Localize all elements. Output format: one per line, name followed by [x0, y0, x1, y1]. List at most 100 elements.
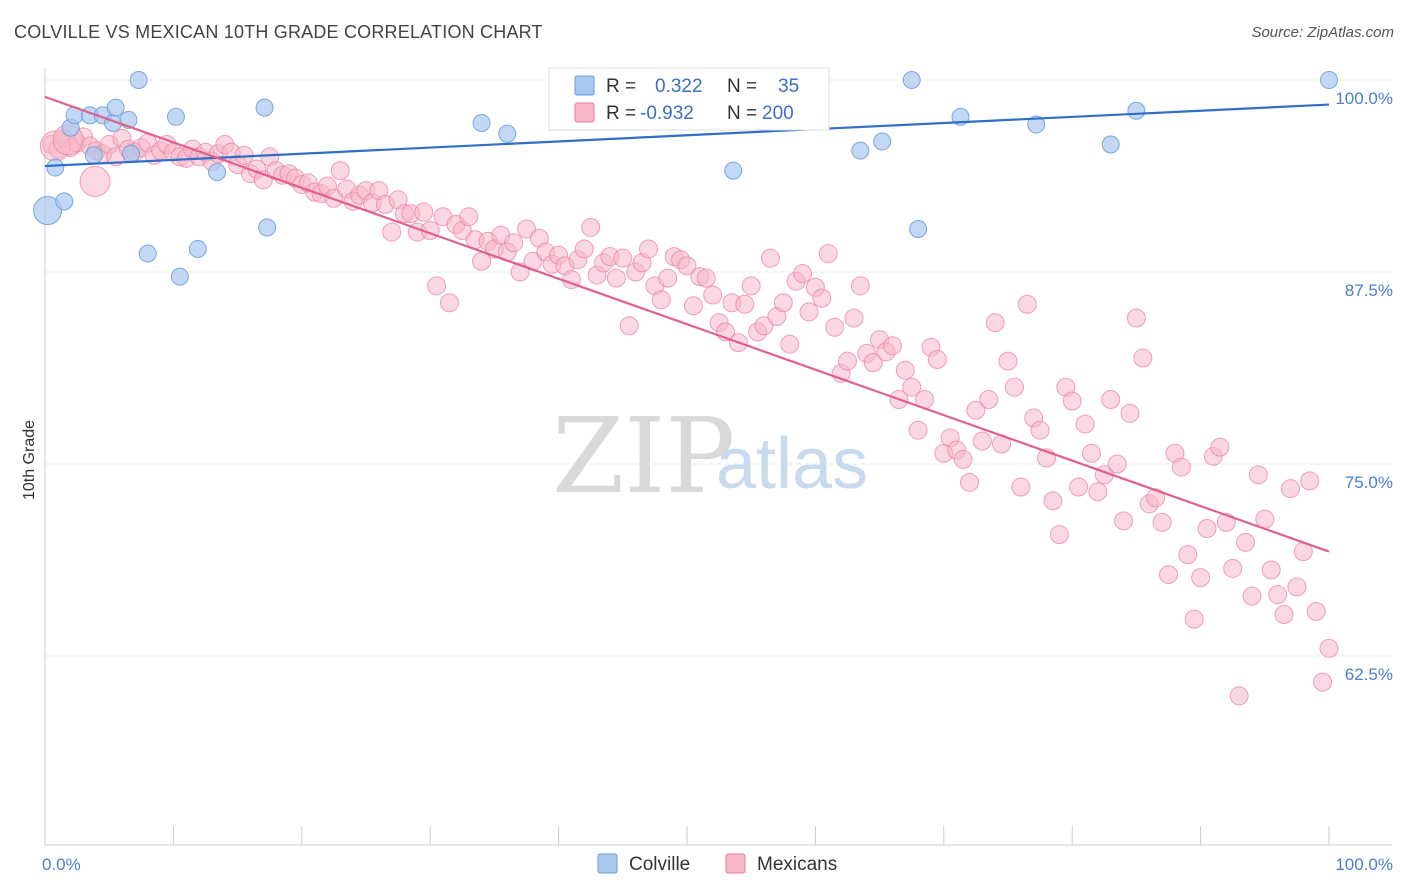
mexicans-point	[863, 353, 883, 373]
mexicans-point	[1126, 308, 1146, 328]
colville-point	[170, 267, 189, 286]
bottom-legend-swatch-colville	[597, 853, 618, 874]
mexicans-point	[793, 264, 813, 284]
mexicans-point	[1062, 391, 1082, 411]
mexicans-point	[1280, 479, 1300, 499]
series-mexicans	[39, 124, 1339, 706]
trend-lines	[44, 95, 1330, 553]
mexicans-point	[760, 248, 780, 268]
mexicans-point	[459, 207, 479, 227]
watermark: ZIP atlas	[552, 395, 868, 517]
mexicans-point	[330, 161, 350, 181]
colville-point	[46, 158, 65, 177]
y-tick-labels: 100.0% 87.5% 75.0% 62.5%	[1335, 89, 1393, 684]
colville-point	[84, 146, 103, 165]
watermark-atlas: atlas	[716, 424, 868, 504]
legend-n-value-mexicans: 200	[762, 103, 794, 124]
mexicans-point	[638, 239, 658, 259]
mexicans-point	[703, 285, 723, 305]
mexicans-point	[439, 293, 459, 313]
mexicans-point	[1313, 672, 1333, 692]
mexicans-point	[619, 316, 639, 336]
colville-point	[106, 98, 125, 117]
mexicans-point	[735, 294, 755, 314]
legend-r-value-colville: 0.322	[655, 76, 703, 97]
axes	[44, 68, 1392, 846]
y-tick-label: 75.0%	[1345, 473, 1393, 492]
legend-swatch-mexicans	[574, 102, 595, 123]
legend-r-label-colville: R =	[606, 76, 636, 97]
y-tick-label: 87.5%	[1345, 281, 1393, 300]
colville-point	[33, 196, 63, 226]
mexicans-point	[1069, 477, 1089, 497]
mexicans-point	[799, 302, 819, 322]
mexicans-point	[1242, 586, 1262, 606]
mexicans-point	[985, 313, 1005, 333]
colville-point	[208, 163, 227, 182]
mexicans-point	[427, 276, 447, 296]
mexicans-point	[902, 377, 922, 397]
colville-point	[255, 98, 274, 117]
x-tick-label-max: 100.0%	[1335, 855, 1393, 874]
mexicans-trend-line	[44, 95, 1330, 553]
colville-point	[902, 71, 921, 89]
mexicans-point	[927, 350, 947, 370]
mexicans-point	[1107, 454, 1127, 474]
mexicans-point	[414, 202, 434, 222]
mexicans-point	[382, 222, 402, 242]
mexicans-point	[1011, 477, 1031, 497]
colville-point	[724, 161, 743, 180]
colville-point	[129, 71, 148, 89]
colville-point	[1127, 101, 1146, 120]
x-tick-label-min: 0.0%	[42, 855, 81, 874]
bottom-legend: Colville Mexicans	[597, 853, 837, 875]
mexicans-point	[1248, 465, 1268, 485]
mexicans-point	[1049, 525, 1069, 545]
legend-n-value-colville: 35	[778, 76, 799, 97]
mexicans-point	[1236, 532, 1256, 552]
mexicans-point	[1223, 558, 1243, 578]
colville-point	[138, 244, 157, 263]
mexicans-point	[1300, 471, 1320, 491]
mexicans-point	[1197, 519, 1217, 539]
mexicans-point	[1120, 403, 1140, 423]
y-axis-label: 10th Grade	[21, 420, 38, 500]
chart-title: COLVILLE VS MEXICAN 10TH GRADE CORRELATI…	[14, 22, 543, 42]
mexicans-point	[972, 431, 992, 451]
bottom-legend-mexicans: Mexicans	[757, 854, 837, 875]
source-label: Source: ZipAtlas.com	[1251, 24, 1394, 41]
mexicans-point	[1184, 609, 1204, 629]
colville-point	[1101, 135, 1120, 154]
mexicans-point	[838, 351, 857, 371]
bottom-legend-swatch-mexicans	[725, 853, 746, 874]
mexicans-point	[1261, 560, 1281, 580]
colville-point	[258, 218, 277, 237]
mexicans-point	[1004, 377, 1024, 397]
mexicans-point	[773, 293, 793, 313]
legend-box: R = 0.322 N = 35 R = -0.932 N = 200	[548, 67, 830, 131]
mexicans-point	[1159, 565, 1178, 585]
mexicans-point	[979, 389, 999, 409]
mexicans-point	[1043, 491, 1063, 511]
colville-point	[909, 219, 928, 238]
colville-trend-line	[44, 103, 1330, 168]
mexicans-point	[1088, 482, 1108, 502]
mexicans-point	[1081, 443, 1101, 463]
mexicans-point	[517, 219, 536, 239]
mexicans-point	[741, 276, 761, 296]
mexicans-point	[1319, 638, 1339, 658]
mexicans-point	[1229, 686, 1249, 706]
mexicans-point	[1114, 511, 1134, 531]
mexicans-point	[844, 308, 864, 328]
colville-point	[166, 107, 185, 126]
mexicans-point	[1191, 568, 1211, 588]
mexicans-point	[1210, 437, 1230, 457]
mexicans-point	[1178, 545, 1198, 565]
mexicans-point	[1274, 605, 1294, 625]
colville-point	[122, 144, 141, 163]
mexicans-point	[966, 400, 986, 420]
legend-n-label-mexicans: N =	[727, 103, 757, 124]
colville-point	[498, 124, 517, 143]
mexicans-point	[651, 290, 671, 310]
